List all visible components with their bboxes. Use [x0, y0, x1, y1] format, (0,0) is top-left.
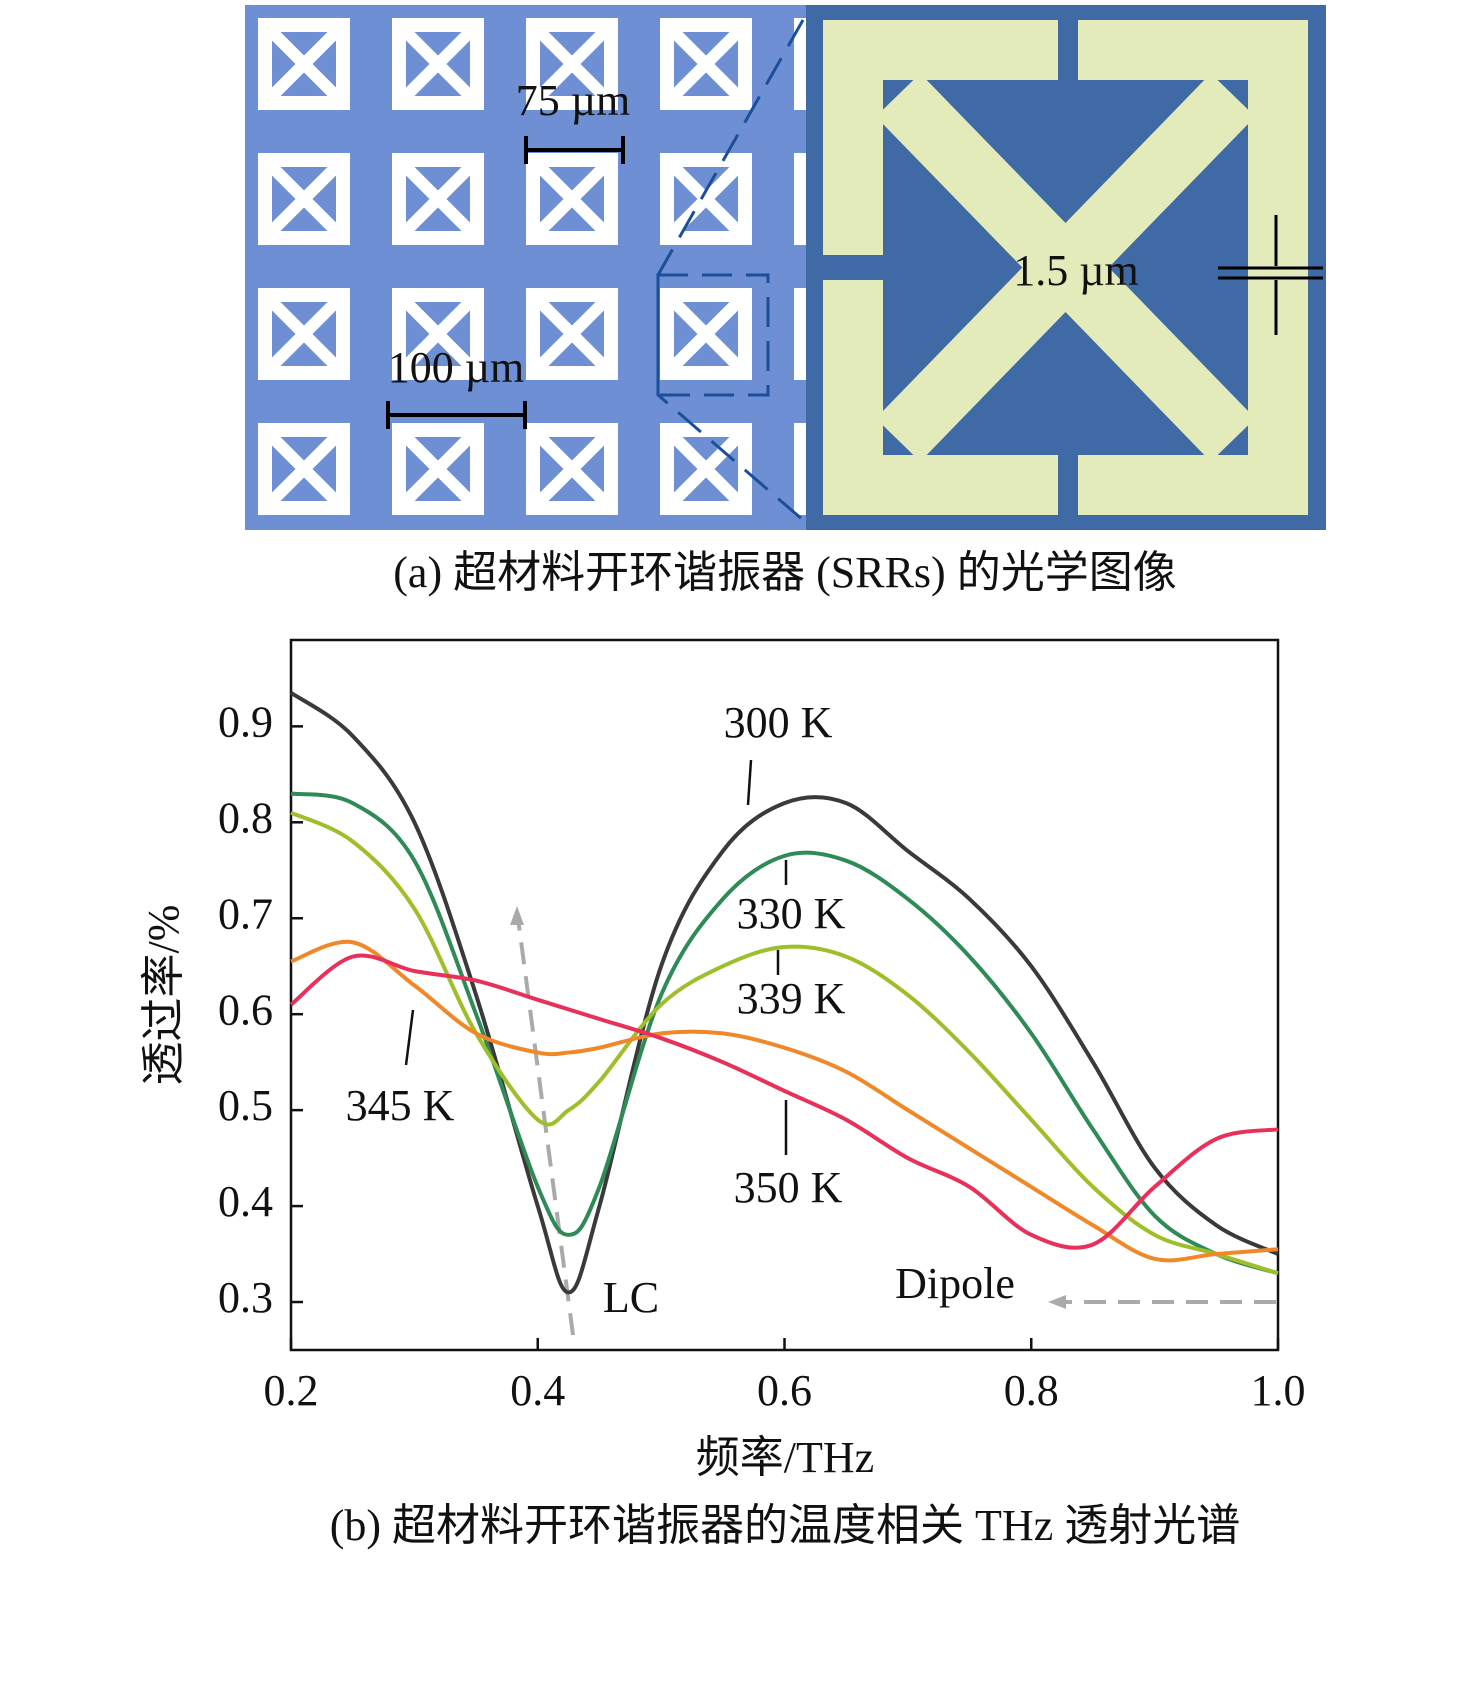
y-tick-label: 0.7	[218, 889, 273, 938]
srr-bar	[669, 297, 743, 371]
srr-bar	[875, 73, 1256, 462]
series-line	[289, 691, 1279, 1295]
annotation: LC	[603, 1273, 659, 1322]
srr-bar	[267, 297, 341, 371]
series-label: 300 K	[724, 698, 833, 747]
series-line	[290, 939, 1279, 1263]
srr-cell	[794, 153, 806, 245]
photo-label: 1.5 µm	[1013, 246, 1139, 295]
srr-bar	[669, 432, 743, 506]
caption: (a) 超材料开环谐振器 (SRRs) 的光学图像	[393, 548, 1176, 597]
srr-bar	[535, 297, 609, 371]
y-tick-label: 0.5	[218, 1081, 273, 1130]
srr-bar	[669, 27, 743, 101]
x-tick-label: 1.0	[1251, 1366, 1306, 1415]
srr-bar	[401, 432, 475, 506]
srr-bar	[535, 27, 609, 101]
lc-arrow	[516, 917, 575, 1336]
srr-bar	[267, 432, 341, 506]
srr-bar	[401, 297, 475, 371]
series-label-leader	[746, 759, 753, 806]
zoom-guide-box	[656, 273, 770, 397]
srr-bar	[267, 27, 341, 101]
series-label: 345 K	[346, 1081, 455, 1130]
y-tick-label: 0.6	[218, 985, 273, 1034]
y-axis-label: 透过率/%	[139, 905, 188, 1086]
figure-body: 75 µm 100 µm 1.5 µm (a) 超材料开环谐振器 (SRRs) …	[139, 5, 1326, 1550]
series-label: 330 K	[737, 889, 846, 938]
lc-arrow-head	[510, 906, 524, 925]
x-axis-label: 频率/THz	[696, 1433, 874, 1482]
series-line	[290, 810, 1279, 1276]
y-tick-label: 0.9	[218, 697, 273, 746]
srr-cell	[794, 288, 806, 380]
x-tick-label: 0.6	[757, 1366, 812, 1415]
srr-bar	[669, 162, 743, 236]
y-tick-label: 0.8	[218, 793, 273, 842]
series-label: 339 K	[737, 974, 846, 1023]
annotation: Dipole	[895, 1259, 1015, 1308]
srr-array	[258, 18, 806, 515]
srr-bar	[535, 432, 609, 506]
y-tick-label: 0.3	[218, 1273, 273, 1322]
series-line	[289, 953, 1279, 1250]
srr-bar	[401, 162, 475, 236]
x-tick-label: 0.2	[264, 1366, 319, 1415]
dipole-arrow-head	[1048, 1295, 1066, 1309]
srr-cell	[794, 423, 806, 515]
srr-zoom	[823, 20, 1308, 515]
zoom-guide	[656, 19, 805, 522]
series-label-leader	[404, 1009, 415, 1066]
x-tick-label: 0.4	[510, 1366, 565, 1415]
srr-ring	[823, 20, 1308, 515]
photo-label: 75 µm	[516, 76, 631, 125]
srr-bar	[401, 27, 475, 101]
srr-bar	[535, 162, 609, 236]
series-line	[290, 791, 1279, 1276]
caption: (b) 超材料开环谐振器的温度相关 THz 透射光谱	[330, 1501, 1241, 1550]
photo-label: 100 µm	[388, 343, 525, 392]
x-tick-label: 0.8	[1004, 1366, 1059, 1415]
srr-bar	[267, 162, 341, 236]
srr-cell	[794, 18, 806, 110]
scale-bars	[386, 136, 1323, 429]
series-label: 350 K	[734, 1163, 843, 1212]
y-tick-label: 0.4	[218, 1177, 273, 1226]
